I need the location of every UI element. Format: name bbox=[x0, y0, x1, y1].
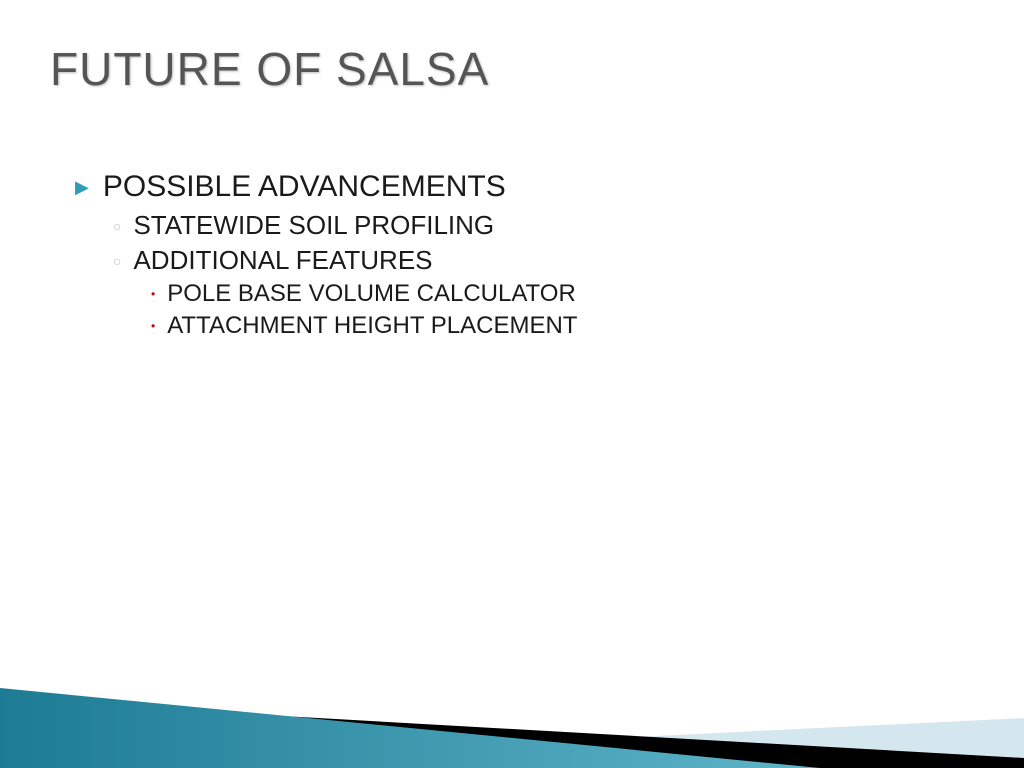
bullet-l3a-text: POLE BASE VOLUME CALCULATOR bbox=[167, 280, 576, 308]
bullet-l2b: ○ ADDITIONAL FEATURES bbox=[113, 245, 577, 276]
slide-decoration bbox=[0, 588, 1024, 768]
content-body: ▶ POSSIBLE ADVANCEMENTS ○ STATEWIDE SOIL… bbox=[75, 170, 577, 344]
dot-bullet-icon: • bbox=[151, 319, 155, 333]
circle-bullet-icon: ○ bbox=[113, 253, 121, 269]
bullet-l2a: ○ STATEWIDE SOIL PROFILING bbox=[113, 210, 577, 241]
bullet-l1-text: POSSIBLE ADVANCEMENTS bbox=[103, 170, 506, 204]
slide-title: FUTURE OF SALSA bbox=[50, 42, 489, 96]
bullet-l1: ▶ POSSIBLE ADVANCEMENTS bbox=[75, 170, 577, 204]
bullet-l3b-text: ATTACHMENT HEIGHT PLACEMENT bbox=[167, 312, 577, 340]
triangle-bullet-icon: ▶ bbox=[75, 177, 89, 198]
dot-bullet-icon: • bbox=[151, 287, 155, 301]
circle-bullet-icon: ○ bbox=[113, 218, 121, 234]
bullet-l3a: • POLE BASE VOLUME CALCULATOR bbox=[151, 280, 577, 308]
bullet-l2a-text: STATEWIDE SOIL PROFILING bbox=[133, 210, 494, 241]
bullet-l2b-text: ADDITIONAL FEATURES bbox=[133, 245, 432, 276]
bullet-l3b: • ATTACHMENT HEIGHT PLACEMENT bbox=[151, 312, 577, 340]
